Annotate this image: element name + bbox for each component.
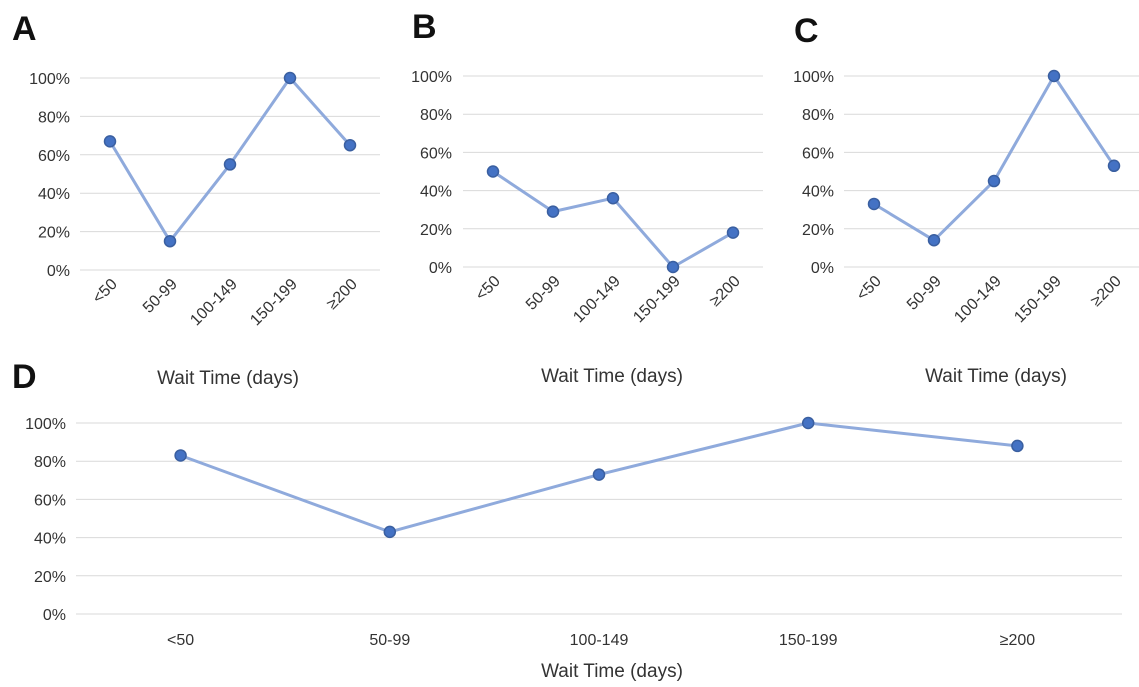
panel-b-data-point (486, 165, 500, 178)
panel-c-series-line (873, 74, 1116, 242)
panel-a-ytick-label: 80% (38, 109, 70, 126)
panel-b-data-point (606, 191, 620, 205)
panel-b-ytick-label: 0% (429, 260, 452, 277)
panel-b-data-point (546, 205, 560, 218)
panel-a-xtick-label: 100-149 (187, 276, 241, 330)
panel-a-xtick-label: <50 (90, 276, 121, 307)
panel-d-xtick-label: ≥200 (1000, 632, 1036, 649)
panel-a-ytick-label: 40% (38, 186, 70, 203)
panel-a-ytick-label: 100% (29, 71, 70, 88)
panel-b-xtick-label: <50 (473, 273, 504, 304)
panel-a-ytick-label: 20% (38, 225, 70, 242)
panel-d-ytick-label: 80% (34, 454, 66, 471)
chart-panel-a: A 0% 20% 40% 60% 80% 100% <50 50-99 100-149 150-19… (12, 10, 380, 389)
panel-a-data-point (343, 138, 357, 152)
panel-c-xtick-label: 150-199 (1011, 273, 1065, 327)
chart-panel-c: C 0% 20% 40% 60% 80% 100% <50 50-99 100-149 150-19… (793, 12, 1139, 387)
panel-d-xtick-label: <50 (167, 632, 194, 649)
panel-b-data-point (726, 226, 740, 239)
panel-d-xtick-label: 50-99 (369, 632, 410, 649)
panel-b-series-line (492, 170, 734, 269)
panel-c-data-point (987, 174, 1001, 188)
panel-c-ytick-label: 60% (802, 145, 834, 162)
panel-d-data-point (801, 416, 815, 430)
panel-b-ytick-label: 80% (420, 107, 452, 124)
panel-a-data-point (163, 234, 177, 248)
panel-b-ytick-label: 20% (420, 222, 452, 239)
panel-c-ytick-label: 100% (793, 69, 834, 86)
panel-a-xtick-label: 150-199 (247, 276, 301, 330)
panel-d-data-point (592, 468, 606, 481)
panel-a-xtick-label: 50-99 (140, 276, 181, 317)
panel-d-data-point (1011, 439, 1024, 453)
panel-a-ytick-label: 60% (38, 148, 70, 165)
panel-d-data-point (174, 449, 187, 462)
panel-d-ytick-label: 40% (34, 531, 66, 548)
panel-a-xtick-label: ≥200 (324, 276, 361, 313)
panel-d-data-point (383, 525, 397, 539)
panel-b-letter: B (412, 8, 437, 46)
panel-b-xtick-label: 100-149 (570, 273, 624, 327)
panel-a-data-point (223, 158, 237, 171)
panel-c-data-point (1107, 159, 1121, 173)
panel-b-xtick-label: 50-99 (523, 273, 564, 314)
panel-a-letter: A (12, 10, 37, 48)
panel-d-letter: D (12, 358, 37, 396)
panel-b-ytick-label: 60% (420, 145, 452, 162)
panel-c-ytick-label: 0% (811, 260, 834, 277)
panel-c-data-point (927, 234, 941, 247)
panel-c-ytick-label: 80% (802, 107, 834, 124)
panel-b-ytick-label: 40% (420, 184, 452, 201)
panel-d-ytick-label: 20% (34, 569, 66, 586)
panel-d-xtick-label: 150-199 (779, 632, 838, 649)
panel-d-ytick-label: 60% (34, 492, 66, 509)
panel-a-ytick-label: 0% (47, 263, 70, 280)
panel-d-x-axis-title: Wait Time (days) (541, 661, 683, 682)
panel-c-xtick-label: 100-149 (951, 273, 1005, 327)
panel-d-xtick-label: 100-149 (570, 632, 629, 649)
panel-b-ytick-label: 100% (411, 69, 452, 86)
panel-b-xtick-label: ≥200 (707, 273, 744, 310)
panel-b-x-axis-title: Wait Time (days) (541, 366, 683, 387)
panel-d-ytick-label: 100% (25, 416, 66, 433)
panel-c-x-axis-title: Wait Time (days) (925, 366, 1067, 387)
panel-a-data-point (103, 135, 117, 148)
panel-c-ytick-label: 40% (802, 184, 834, 201)
panel-b-xtick-label: 150-199 (630, 273, 684, 327)
panel-c-ytick-label: 20% (802, 222, 834, 239)
chart-panel-d: D 0% 20% 40% 60% 80% 100% <50 50-99 100-149 150-19… (12, 358, 1122, 682)
panel-a-data-point (283, 71, 297, 85)
panel-b-data-point (666, 260, 680, 274)
panel-c-xtick-label: <50 (854, 273, 885, 304)
panel-c-xtick-label: 50-99 (904, 273, 945, 314)
chart-panel-b: B 0% 20% 40% 60% 80% 100% <50 50-99 100-149 150-19… (411, 8, 763, 387)
panel-d-ytick-label: 0% (43, 607, 66, 624)
panel-c-data-point (867, 197, 881, 211)
panel-c-xtick-label: ≥200 (1088, 273, 1125, 310)
panel-c-data-point (1047, 69, 1061, 83)
panel-c-letter: C (794, 12, 819, 50)
panel-a-x-axis-title: Wait Time (days) (157, 368, 299, 389)
